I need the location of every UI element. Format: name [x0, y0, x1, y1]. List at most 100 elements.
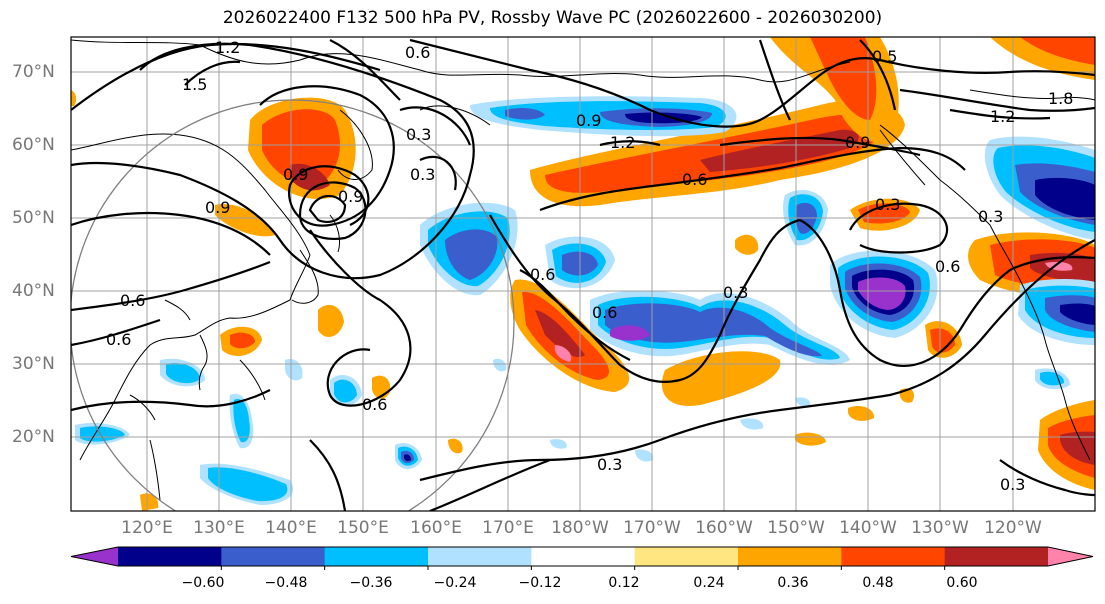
colorbar-segment	[841, 547, 946, 566]
colorbar-tick-label: −0.48	[264, 575, 308, 591]
pv-blob-negative	[445, 229, 498, 280]
coastlines	[71, 39, 1095, 501]
pv-blob-negative	[605, 303, 822, 357]
contour-label: 0.9	[283, 165, 308, 184]
lat-label: 40°N	[12, 281, 55, 301]
pv-blob-negative	[80, 426, 125, 442]
pv-blob-positive	[215, 204, 275, 237]
contour-label: 0.3	[597, 455, 622, 474]
lon-label: 140°W	[839, 518, 897, 538]
lon-label: 150°E	[337, 518, 389, 538]
contour-label: 1.8	[1048, 89, 1073, 108]
lon-label: 140°E	[265, 518, 317, 538]
pv-contours	[71, 38, 1095, 511]
lat-label: 50°N	[12, 208, 55, 228]
pv-blob-negative	[550, 439, 567, 449]
pv-blob-negative	[610, 325, 650, 341]
colorbar-tick-label: 0.48	[862, 575, 894, 591]
lon-label: 130°W	[911, 518, 969, 538]
colorbar-segment	[531, 547, 636, 566]
colorbar-tick-label: −0.36	[349, 575, 393, 591]
graticule	[71, 37, 1095, 511]
lon-label: 130°E	[193, 518, 245, 538]
pv-blob-positive	[930, 328, 955, 353]
contour-label: 0.6	[362, 395, 387, 414]
pv-blob-positive	[795, 432, 826, 446]
pv-blob-positive	[535, 310, 585, 358]
contour-label: 0.3	[875, 195, 900, 214]
colorbar-segment	[634, 547, 739, 566]
colorbar-segment	[944, 547, 1049, 566]
contour-label: 0.3	[1000, 475, 1025, 494]
lon-label: 160°W	[695, 518, 753, 538]
lat-label: 20°N	[12, 427, 55, 447]
contour-label: 0.3	[406, 125, 431, 144]
pv-blob-positive	[71, 90, 77, 106]
lon-label: 170°E	[482, 518, 534, 538]
colorbar-segment	[428, 547, 532, 566]
pv-blob-negative	[740, 418, 764, 430]
pv-blob-negative	[1035, 177, 1095, 220]
pv-blob-positive	[735, 234, 759, 255]
pv-blob-negative	[166, 362, 200, 384]
pv-blob-negative	[505, 107, 545, 120]
pv-blob-positive	[700, 129, 859, 172]
contour-label: 0.6	[935, 257, 960, 276]
contour-label: 0.6	[682, 170, 707, 189]
colorbar-tick-label: −0.60	[181, 575, 225, 591]
lon-label: 150°W	[767, 518, 825, 538]
pv-blob-negative	[858, 277, 906, 310]
colorbar-tick-label: −0.12	[518, 575, 562, 591]
pv-blob-negative	[493, 358, 507, 372]
colorbar	[70, 546, 1094, 570]
contour-label: 0.6	[530, 265, 555, 284]
pv-blob-positive	[448, 438, 463, 454]
colorbar-segment	[221, 547, 326, 566]
colorbar-tick-label: 0.60	[946, 575, 978, 591]
map-frame	[70, 36, 1096, 512]
pv-blob-positive	[858, 203, 910, 224]
pv-blob-positive	[230, 332, 255, 349]
contour-label: 0.3	[723, 283, 748, 302]
lon-label: 120°W	[984, 518, 1042, 538]
contour-label: 0.6	[106, 330, 131, 349]
map-title: 2026022400 F132 500 hPa PV, Rossby Wave …	[222, 8, 883, 28]
contour-label: 0.6	[592, 303, 617, 322]
pv-blob-positive	[1060, 431, 1095, 465]
contour-label: 0.6	[120, 291, 145, 310]
contour-label: 1.2	[990, 107, 1015, 126]
pv-blob-negative	[233, 399, 250, 443]
lon-label: 170°W	[623, 518, 681, 538]
lat-label: 70°N	[12, 62, 55, 82]
lon-label: 120°E	[121, 518, 173, 538]
contour-label: 1.5	[182, 75, 207, 94]
lat-label: 30°N	[12, 354, 55, 374]
pv-blob-positive	[545, 114, 885, 193]
pv-blob-positive	[554, 345, 572, 362]
pv-blob-negative	[1060, 303, 1095, 325]
contour-label: 0.3	[978, 207, 1003, 226]
lon-label: 160°E	[410, 518, 462, 538]
contour-label: 0.3	[410, 165, 435, 184]
colorbar-segment	[118, 547, 222, 566]
colorbar-segment	[324, 547, 429, 566]
colorbar-extend-max	[1048, 547, 1093, 566]
colorbar-tick-label: 0.24	[693, 575, 725, 591]
contour-label: 0.9	[845, 133, 870, 152]
contour-label: 0.5	[872, 47, 897, 66]
pv-blob-positive	[1020, 37, 1095, 65]
colorbar-outline	[70, 546, 1094, 567]
pv-blob-positive	[661, 351, 781, 406]
contour-label: 0.9	[205, 198, 230, 217]
contour-label: 0.6	[405, 43, 430, 62]
colorbar-extend-min	[71, 547, 118, 566]
contour-label: 1.2	[610, 133, 635, 152]
pv-blob-negative	[1040, 371, 1065, 386]
lon-label: 180°W	[551, 518, 609, 538]
colorbar-tick-label: 0.36	[777, 575, 809, 591]
pv-blob-positive	[140, 493, 159, 511]
colorbar-tick-label: −0.24	[433, 575, 477, 591]
lat-label: 60°N	[12, 135, 55, 155]
colorbar-tick-label: 0.12	[608, 575, 640, 591]
pv-blob-negative	[334, 379, 357, 403]
